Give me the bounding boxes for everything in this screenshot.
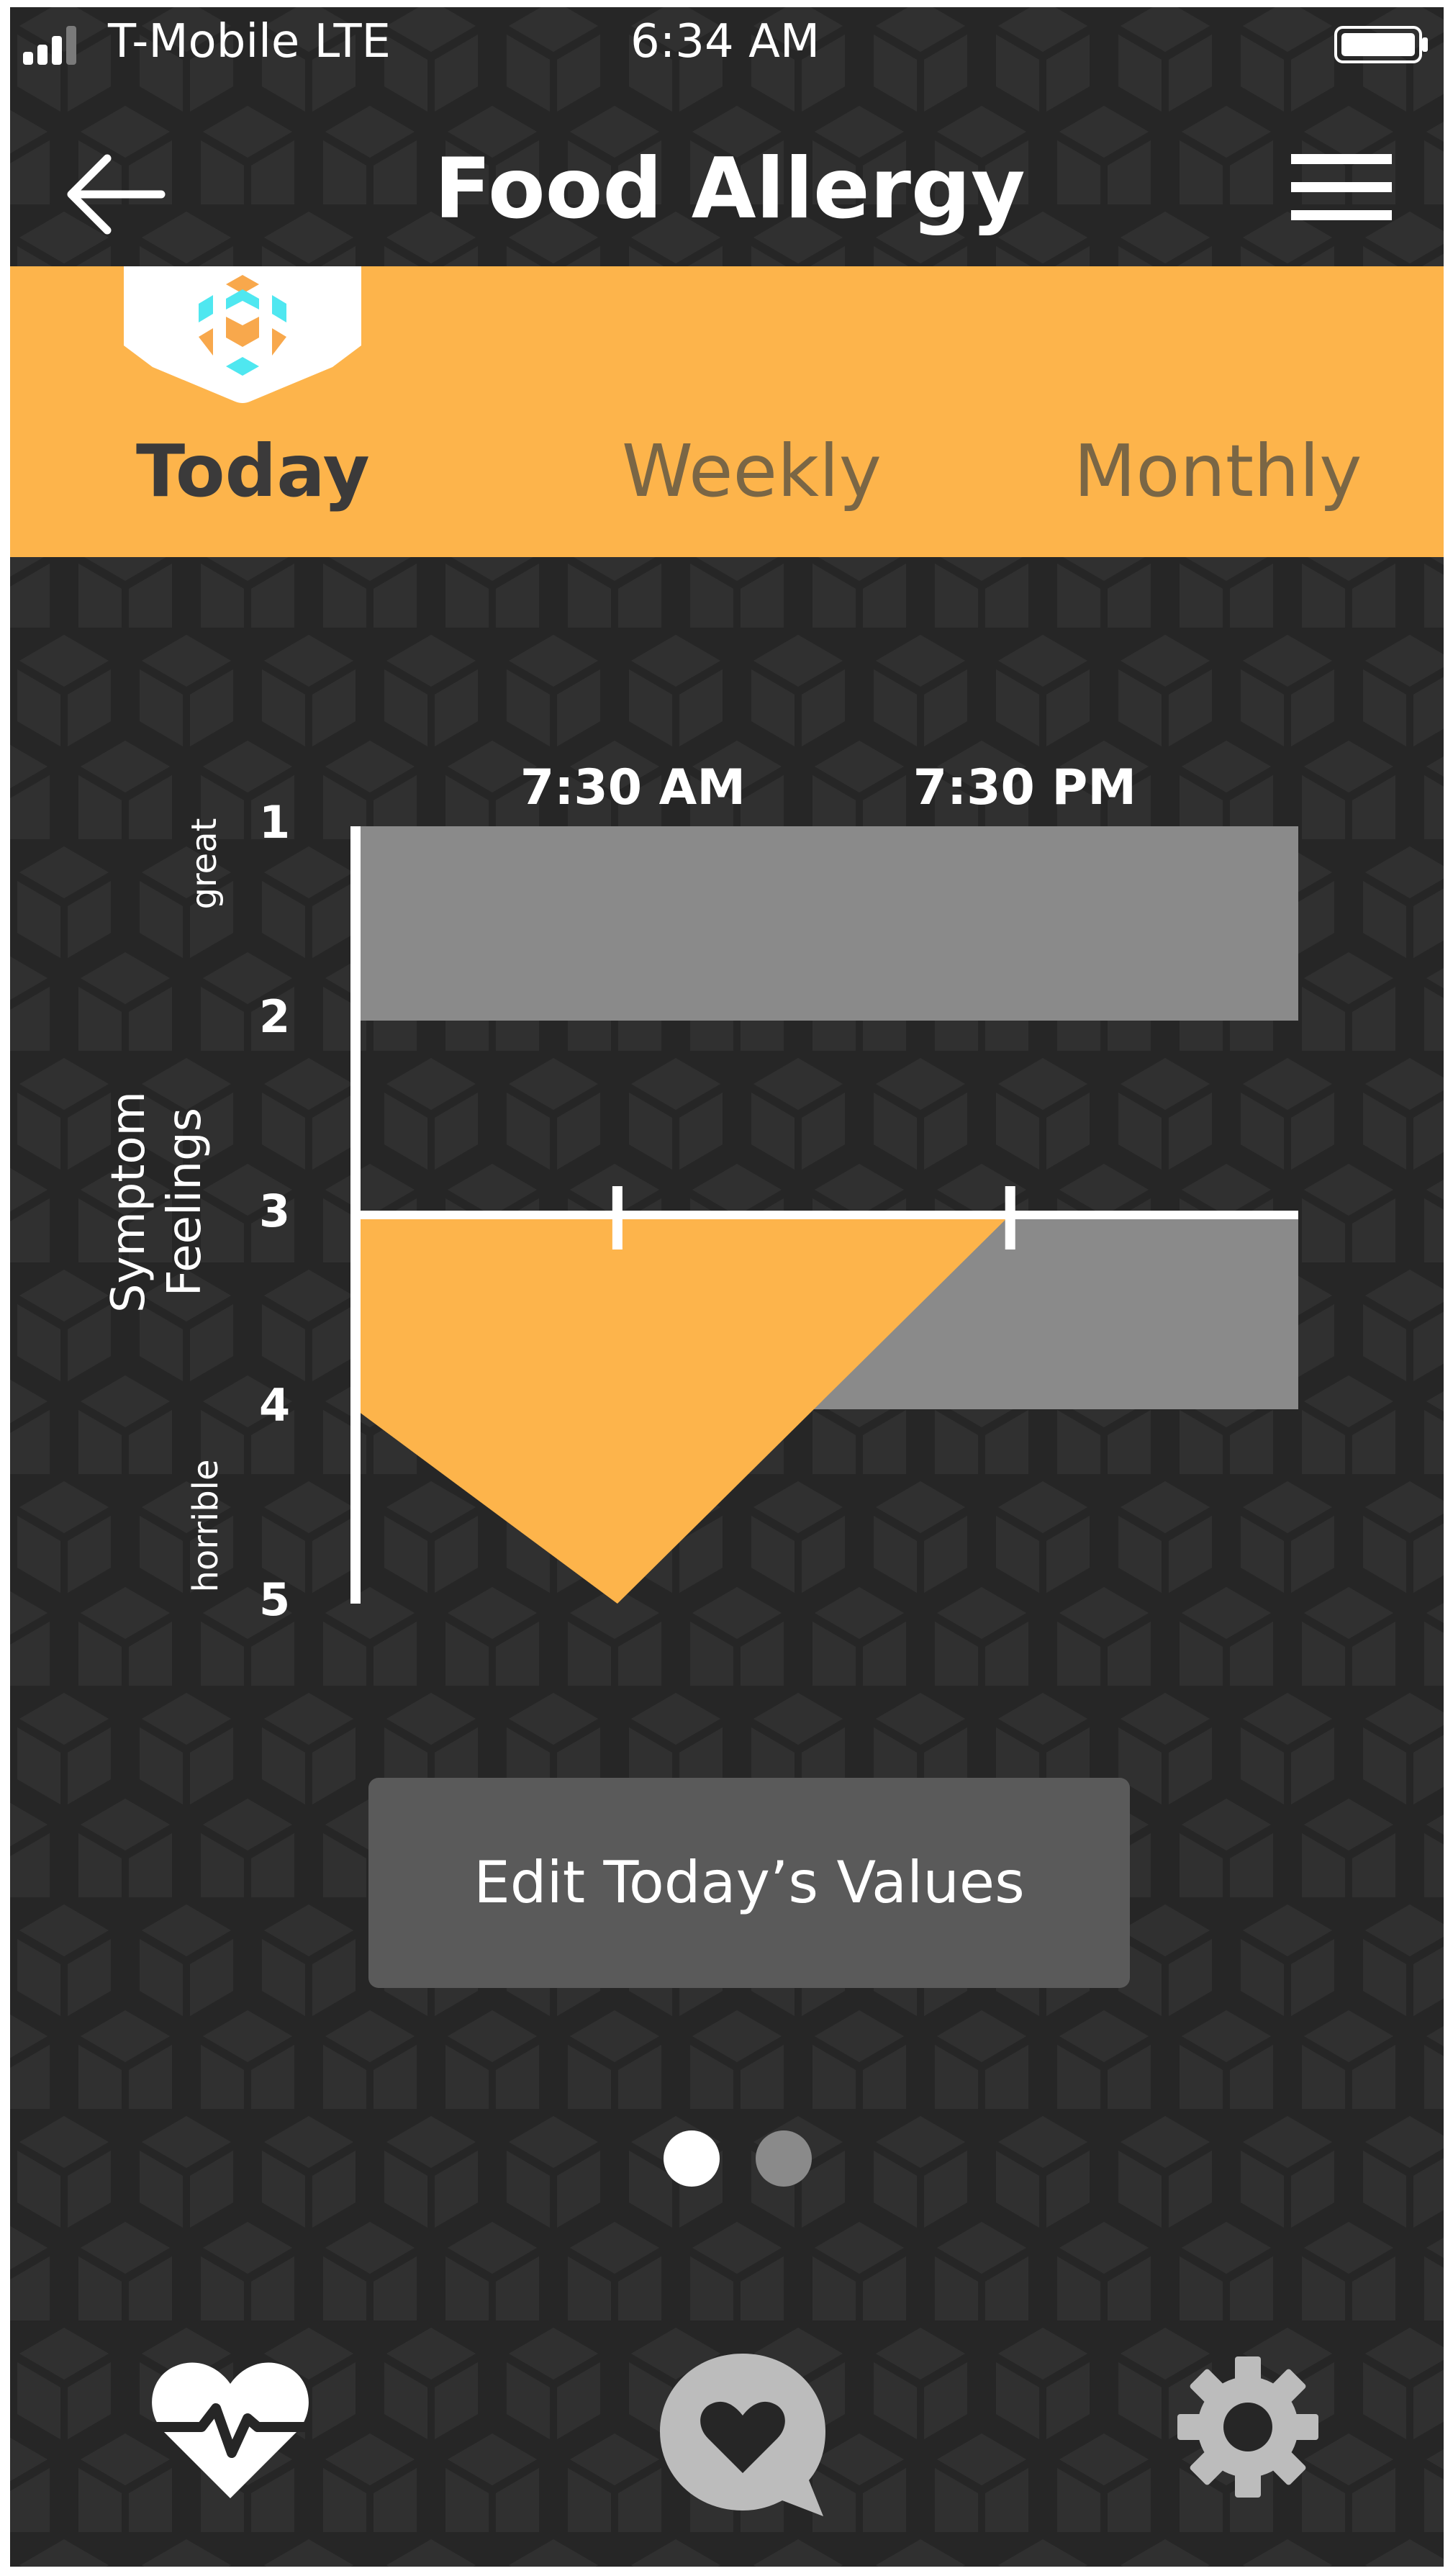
hamburger-menu-icon[interactable] — [1284, 144, 1399, 230]
back-arrow-icon[interactable] — [60, 151, 168, 238]
series-area-1 — [356, 1215, 1010, 1604]
y-bottom-label: horrible — [186, 1459, 226, 1593]
signal-strength-icon — [23, 26, 76, 65]
status-bar: T-Mobile LTE 6:34 AM — [10, 7, 1444, 79]
y-tick-label-1: 1 — [259, 796, 291, 849]
y-axis-label: Symptom Feelings — [101, 1080, 216, 1324]
y-top-label: great — [184, 818, 225, 910]
tab-monthly[interactable]: Monthly — [1074, 429, 1362, 513]
reference-band-1 — [356, 826, 1298, 1021]
page-dot-1[interactable] — [664, 2130, 720, 2187]
page-dot-2[interactable] — [756, 2130, 812, 2187]
carrier-label: T-Mobile LTE — [108, 15, 391, 68]
x-tick-label-1: 7:30 AM — [520, 759, 746, 816]
gear-icon[interactable] — [1176, 2355, 1320, 2499]
y-tick-label-3: 3 — [259, 1185, 291, 1237]
symptom-chart — [350, 826, 1298, 1604]
battery-icon — [1334, 26, 1428, 63]
phone-screen: T-Mobile LTE 6:34 AM Food Allergy — [10, 7, 1444, 2567]
heart-pulse-icon[interactable] — [151, 2358, 309, 2502]
app-logo-icon — [124, 266, 361, 403]
y-axis-label-line-1: Symptom — [102, 1090, 155, 1314]
x-tick-label-2: 7:30 PM — [913, 759, 1137, 816]
tab-weekly[interactable]: Weekly — [622, 429, 882, 513]
page-title: Food Allergy — [434, 140, 1026, 238]
edit-values-button[interactable]: Edit Today’s Values — [368, 1778, 1130, 1988]
y-tick-label-2: 2 — [259, 990, 291, 1043]
heart-chat-icon[interactable] — [656, 2346, 829, 2519]
y-tick-label-4: 4 — [259, 1379, 291, 1432]
y-tick-label-5: 5 — [259, 1573, 291, 1626]
tab-today[interactable]: Today — [136, 429, 370, 513]
y-axis-label-line-2: Feelings — [158, 1107, 212, 1297]
status-time: 6:34 AM — [630, 15, 820, 68]
